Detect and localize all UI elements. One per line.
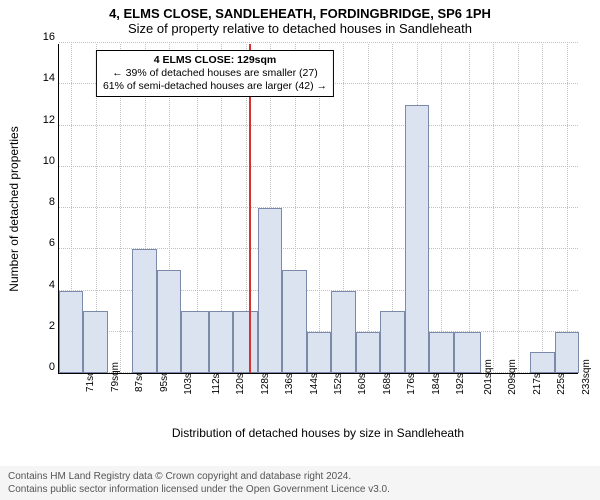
- histogram-bar: [181, 311, 209, 373]
- gridline-v: [441, 44, 442, 373]
- y-tick-label: 0: [49, 361, 55, 373]
- histogram-bar: [555, 332, 579, 373]
- title-block: 4, ELMS CLOSE, SANDLEHEATH, FORDINGBRIDG…: [0, 0, 600, 36]
- chart-title-address: 4, ELMS CLOSE, SANDLEHEATH, FORDINGBRIDG…: [0, 6, 600, 21]
- y-tick-label: 8: [49, 196, 55, 208]
- footer-line2: Contains public sector information licen…: [8, 483, 592, 496]
- y-tick-label: 14: [43, 72, 55, 84]
- histogram-bar: [282, 270, 306, 373]
- y-tick-label: 16: [43, 31, 55, 43]
- histogram-bar: [209, 311, 233, 373]
- x-tick-label: 209sqm: [493, 359, 518, 395]
- gridline-v: [542, 44, 543, 373]
- histogram-bar: [83, 311, 107, 373]
- annotation-line: ← 39% of detached houses are smaller (27…: [103, 67, 327, 80]
- plot-area: 024681012141671sqm79sqm87sqm95sqm103sqm1…: [58, 44, 578, 374]
- gridline-h: [59, 42, 578, 43]
- y-tick-label: 4: [49, 279, 55, 291]
- footer-line1: Contains HM Land Registry data © Crown c…: [8, 470, 592, 483]
- histogram-bar: [157, 270, 181, 373]
- footer-attribution: Contains HM Land Registry data © Crown c…: [0, 466, 600, 500]
- gridline-v: [518, 44, 519, 373]
- annotation-line: 61% of semi-detached houses are larger (…: [103, 80, 327, 93]
- y-tick-label: 10: [43, 155, 55, 167]
- chart-container: 4, ELMS CLOSE, SANDLEHEATH, FORDINGBRIDG…: [0, 0, 600, 500]
- gridline-v: [567, 44, 568, 373]
- gridline-v: [368, 44, 369, 373]
- annotation-box: 4 ELMS CLOSE: 129sqm← 39% of detached ho…: [96, 50, 334, 97]
- histogram-bar: [454, 332, 482, 373]
- histogram-bar: [405, 105, 429, 373]
- histogram-bar: [59, 291, 83, 374]
- histogram-bar: [132, 249, 156, 373]
- histogram-bar: [307, 332, 331, 373]
- x-axis-label: Distribution of detached houses by size …: [58, 426, 578, 440]
- chart-title-subtitle: Size of property relative to detached ho…: [0, 21, 600, 36]
- histogram-bar: [429, 332, 453, 373]
- histogram-bar: [530, 352, 554, 373]
- histogram-bar: [380, 311, 404, 373]
- y-axis-label: Number of detached properties: [7, 126, 21, 291]
- histogram-bar: [258, 208, 282, 373]
- histogram-bar: [331, 291, 355, 374]
- histogram-bar: [356, 332, 380, 373]
- gridline-v: [493, 44, 494, 373]
- y-tick-label: 2: [49, 320, 55, 332]
- histogram-bar: [233, 311, 257, 373]
- gridline-v: [469, 44, 470, 373]
- annotation-line: 4 ELMS CLOSE: 129sqm: [103, 54, 327, 67]
- y-tick-label: 6: [49, 237, 55, 249]
- y-tick-label: 12: [43, 114, 55, 126]
